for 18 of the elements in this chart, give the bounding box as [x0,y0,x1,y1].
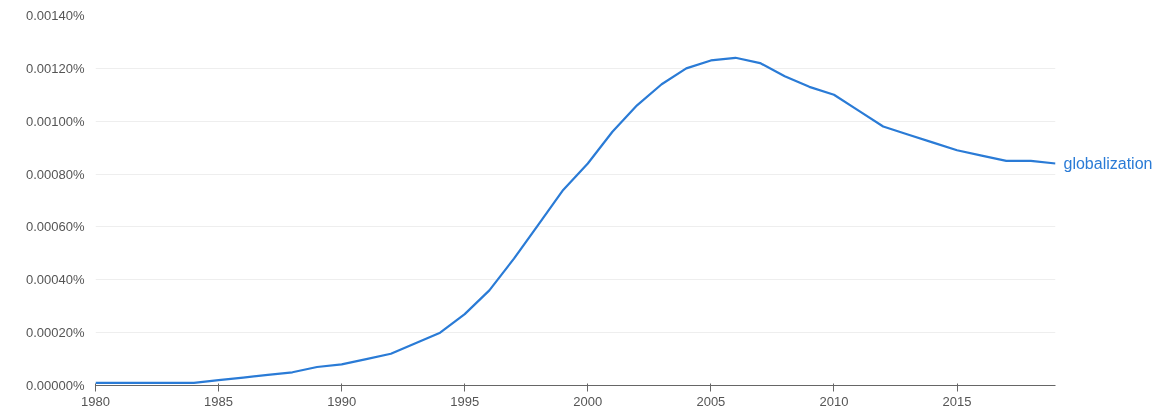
y-tick-label: 0.00020% [25,325,85,341]
x-tick-label: 1985 [204,393,234,409]
x-tick-label: 1980 [81,393,110,409]
y-tick-label: 0.00120% [25,60,85,76]
line-series [95,56,1056,384]
y-tick-label: 0.00040% [25,272,85,288]
x-tick-label: 1990 [327,393,357,409]
y-tick-label: 0.00080% [25,166,85,182]
y-tick-label: 0.00060% [25,219,85,235]
x-tick-label: 1995 [450,393,480,409]
y-tick-label: 0.00000% [25,378,85,393]
x-tick-label: 2000 [573,393,603,409]
y-tick-label: 0.00140% [25,8,85,23]
series-label: globalization [1063,155,1153,172]
x-tick-label: 2010 [819,393,849,409]
x-tick-label: 2015 [942,393,972,409]
y-tick-label: 0.00100% [25,113,85,129]
x-tick-label: 2005 [696,393,726,409]
